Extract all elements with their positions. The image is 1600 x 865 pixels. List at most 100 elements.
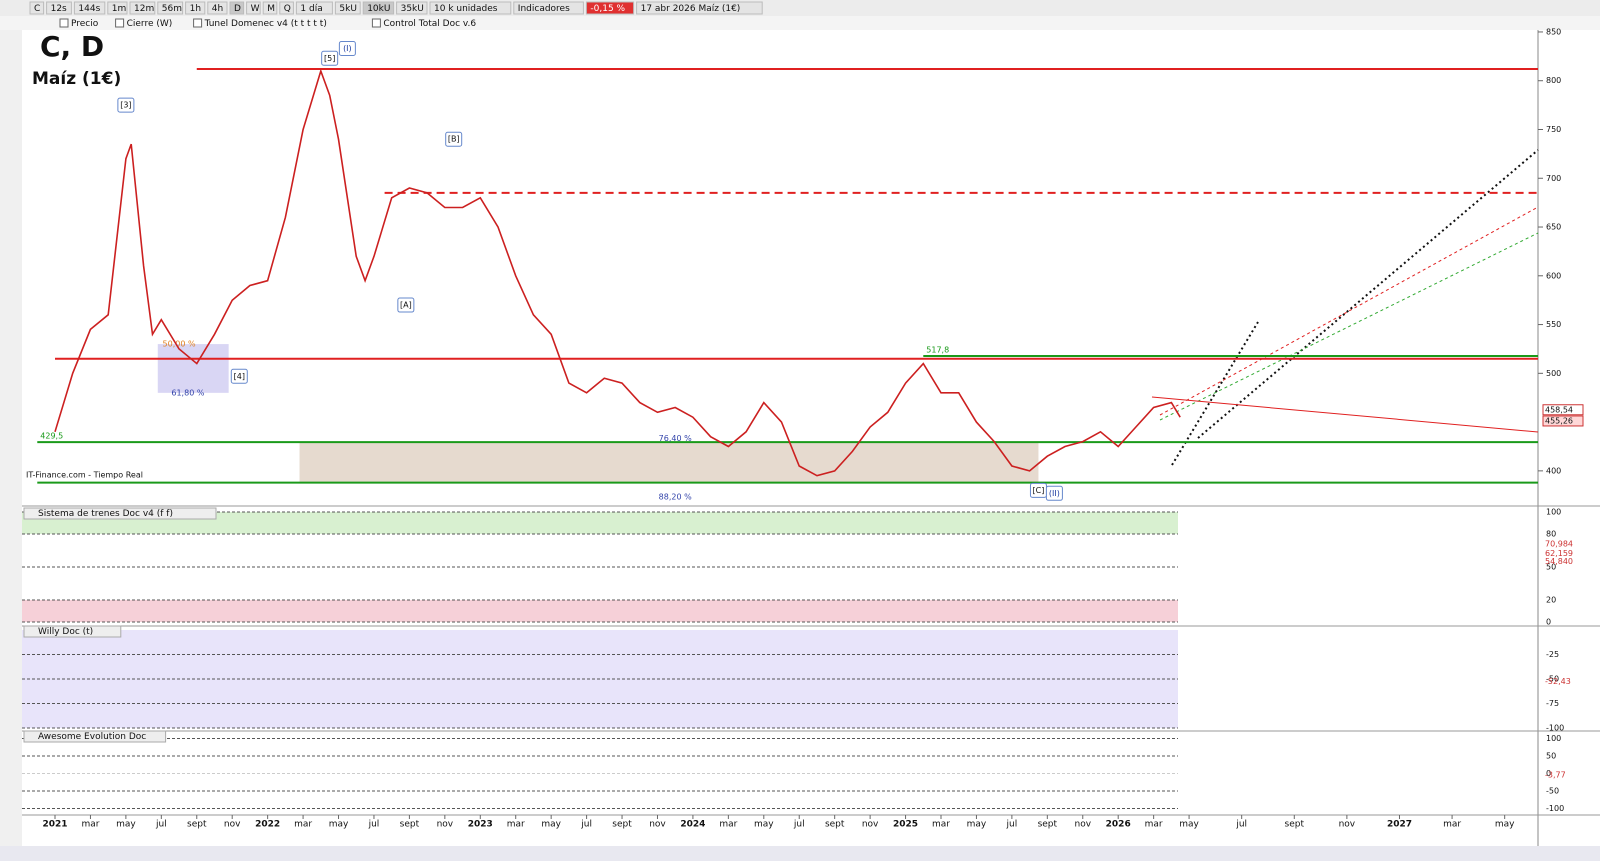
wave-box	[445, 131, 463, 147]
toolbar-button[interactable]	[279, 1, 294, 15]
x-tick-label: mar	[932, 820, 950, 830]
legend-checkbox[interactable]	[59, 18, 69, 28]
y-tick-label: -75	[1546, 699, 1559, 708]
fib-label: 76,40 %	[659, 434, 692, 443]
wave-box	[1045, 485, 1063, 501]
x-tick-label: 2023	[468, 820, 493, 830]
toolbar-label[interactable]: 17 abr 2026 Maíz (1€)	[641, 4, 741, 14]
x-tick-label: mar	[1443, 820, 1461, 830]
toolbar-button[interactable]	[636, 1, 763, 15]
x-tick-label: sept	[187, 820, 207, 830]
panel-title[interactable]: Willy Doc (t)	[38, 627, 93, 637]
toolbar-label[interactable]: -0,15 %	[590, 4, 625, 14]
x-tick-label: may	[754, 820, 774, 830]
y-tick-label: 50	[1546, 563, 1556, 572]
legend-checkbox[interactable]	[115, 18, 125, 28]
toolbar-label[interactable]: Indicadores	[518, 4, 570, 14]
toolbar-label[interactable]: 10 k unidades	[434, 4, 498, 14]
wave-box	[230, 368, 248, 384]
toolbar-label[interactable]: 12s	[51, 4, 67, 14]
price-line	[54, 68, 1181, 477]
toolbar-label[interactable]: 144s	[78, 4, 100, 14]
panel-title-bg[interactable]	[23, 507, 217, 520]
toolbar-label[interactable]: 35kU	[401, 4, 424, 14]
toolbar-label[interactable]: 56m	[162, 4, 182, 14]
trend-line	[1159, 232, 1539, 421]
bottom-bar	[0, 846, 1600, 861]
legend-checkbox[interactable]	[193, 18, 203, 28]
toolbar-label[interactable]: 1 día	[300, 4, 322, 14]
y-tick-label: 0	[1546, 618, 1551, 627]
panel-title[interactable]: Awesome Evolution Doc	[38, 732, 146, 742]
toolbar-label[interactable]: Q	[284, 4, 291, 14]
toolbar-label[interactable]: 4h	[212, 4, 223, 14]
toolbar-button[interactable]	[73, 1, 106, 15]
price-tag-label: 54,840	[1545, 557, 1573, 566]
y-tick-label: -25	[1546, 650, 1559, 659]
toolbar-button[interactable]	[262, 1, 278, 15]
fib-zone	[157, 344, 229, 393]
toolbar-label[interactable]: D	[234, 4, 241, 14]
toolbar-button[interactable]	[185, 1, 206, 15]
toolbar-label[interactable]: W	[251, 4, 260, 14]
x-tick-label: 2022	[255, 820, 280, 830]
toolbar-button[interactable]	[157, 1, 184, 15]
panel-title-bg[interactable]	[23, 625, 122, 638]
band	[22, 600, 1178, 622]
left-toolbar	[0, 30, 22, 861]
toolbar-button[interactable]	[246, 1, 261, 15]
toolbar-button[interactable]	[229, 1, 245, 15]
toolbar-button[interactable]	[585, 1, 635, 15]
price-tag-label: -52,43	[1545, 677, 1571, 686]
legend-label[interactable]: Precio	[71, 19, 99, 29]
y-tick-label: 600	[1546, 271, 1561, 280]
toolbar-label[interactable]: 10kU	[367, 4, 390, 14]
panel-title-bg[interactable]	[23, 730, 167, 743]
y-tick-label: 550	[1546, 320, 1561, 329]
x-tick-label: nov	[862, 820, 879, 830]
toolbar-button[interactable]	[129, 1, 156, 15]
toolbar-button[interactable]	[334, 1, 361, 15]
x-tick-label: 2026	[1106, 820, 1131, 830]
toolbar-button[interactable]	[295, 1, 333, 15]
toolbar-button[interactable]	[362, 1, 395, 15]
price-tag	[1542, 415, 1584, 427]
x-tick-label: sept	[1038, 820, 1058, 830]
toolbar-button[interactable]	[46, 1, 72, 15]
x-tick-label: jul	[793, 820, 805, 830]
toolbar-label[interactable]: 5kU	[339, 4, 357, 14]
toolbar-button[interactable]	[396, 1, 428, 15]
legend-label[interactable]: Cierre (W)	[127, 19, 173, 29]
toolbar-button[interactable]	[107, 1, 128, 15]
wave-box	[321, 50, 339, 66]
toolbar-label[interactable]: 1m	[112, 4, 127, 14]
x-tick-label: mar	[1145, 820, 1163, 830]
legend-checkbox[interactable]	[371, 18, 381, 28]
panel-title[interactable]: Sistema de trenes Doc v4 (f f)	[38, 509, 173, 519]
legend-label[interactable]: Control Total Doc v.6	[383, 19, 476, 29]
toolbar-label[interactable]: M	[267, 4, 275, 14]
trend-line	[1197, 149, 1539, 439]
y-tick-label: 650	[1546, 223, 1561, 232]
x-tick-label: jul	[1006, 820, 1018, 830]
toolbar-button[interactable]	[513, 1, 584, 15]
toolbar-button[interactable]	[207, 1, 228, 15]
price-tag-label: 70,984	[1545, 539, 1573, 548]
wave-label: [4]	[234, 372, 245, 381]
fib-zone	[299, 442, 1039, 483]
wave-label: [5]	[324, 54, 335, 63]
toolbar-button[interactable]	[29, 1, 45, 15]
x-tick-label: nov	[649, 820, 666, 830]
toolbar-button[interactable]	[429, 1, 512, 15]
legend-label[interactable]: Tunel Domenec v4 (t t t t t)	[204, 19, 327, 29]
x-tick-label: mar	[507, 820, 525, 830]
toolbar-label[interactable]: 1h	[190, 4, 201, 14]
toolbar-label[interactable]: 12m	[134, 4, 154, 14]
y-tick-label: -50	[1546, 675, 1559, 684]
toolbar-label[interactable]: C	[34, 4, 40, 14]
price-tag-label: 455,26	[1545, 416, 1573, 425]
chart-title: C, D	[40, 30, 104, 63]
band	[22, 512, 1178, 534]
x-tick-label: 2024	[680, 820, 705, 830]
x-tick-label: may	[329, 820, 349, 830]
